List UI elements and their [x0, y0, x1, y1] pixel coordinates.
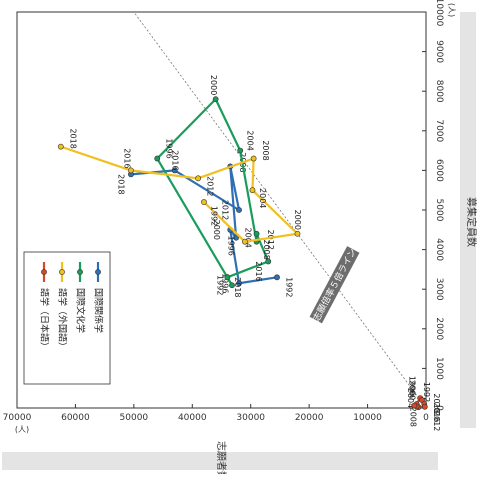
reference-line-path: [133, 11, 427, 409]
legend-entry-label: 国際関係学: [93, 288, 105, 333]
data-point: [236, 207, 242, 213]
legend-swatch-point: [41, 269, 47, 275]
legend-swatch-point: [59, 269, 65, 275]
x-axis-label-band: 募集定員数: [460, 12, 478, 428]
data-point: [212, 96, 219, 103]
data-point: [201, 199, 207, 205]
data-point: [241, 238, 248, 245]
data-label: 2000: [212, 220, 221, 240]
legend-swatch-point: [77, 269, 83, 275]
y-tick-label: 40000: [178, 413, 207, 423]
data-label: 2012: [432, 411, 441, 431]
data-label: 2004: [246, 130, 255, 150]
data-point: [128, 167, 134, 174]
data-label: 2016: [122, 148, 131, 168]
data-label: 2018: [233, 277, 242, 297]
x-tick-label: 9000: [434, 40, 444, 63]
x-tick-label: 1000: [434, 357, 444, 380]
reference-line-label-group: 志願倍率５倍ライン: [309, 246, 360, 324]
data-point: [195, 175, 202, 182]
x-tick-label: 3000: [434, 278, 444, 301]
x-tick-label: 4000: [434, 238, 444, 261]
legend-entry-label: 国際文化学: [75, 288, 87, 333]
reference-line-label: 志願倍率５倍ライン: [310, 246, 359, 323]
x-tick-label: 5000: [434, 199, 444, 222]
x-tick-label: 8000: [434, 80, 444, 103]
x-axis-title: 募集定員数: [465, 197, 478, 247]
x-tick-label: 7000: [434, 119, 444, 142]
y-tick-label: 70000: [3, 413, 32, 423]
legend-entry-label: 語学（日本語）: [39, 288, 51, 351]
data-point: [249, 187, 256, 194]
y-axis-label-band: 志願者数: [2, 441, 438, 478]
y-axis-title: 志願者数: [215, 441, 228, 474]
data-label: 2000: [407, 380, 416, 400]
data-label: 2012: [266, 230, 275, 250]
reference-line: 志願倍率５倍ライン: [133, 11, 427, 409]
data-label: 2018: [68, 128, 77, 148]
data-point: [171, 167, 178, 174]
data-point: [236, 280, 242, 287]
x-tick-label: 0: [434, 405, 444, 411]
reference-line-label-bg: [309, 246, 360, 324]
y-axis-unit: (人): [15, 425, 29, 434]
y-tick-label: 0: [423, 413, 429, 423]
data-label: 2008: [408, 407, 417, 427]
data-label: 1992: [285, 277, 294, 297]
x-tick-label: 2000: [434, 317, 444, 340]
y-tick-label: 10000: [353, 413, 382, 423]
data-point: [224, 274, 231, 281]
legend-swatch-point: [95, 269, 101, 275]
data-label: 2008: [261, 140, 270, 160]
data-point: [253, 230, 260, 237]
data-point: [294, 230, 301, 237]
y-tick-label: 20000: [295, 413, 324, 423]
y-tick-label: 60000: [61, 413, 90, 423]
axes: 0 1000 2000 3000 4000 5000 6000 7000 8000 9000 100…: [3, 0, 456, 434]
data-label: 2004: [258, 188, 267, 208]
data-label: 2016: [170, 150, 179, 170]
legend-box: [23, 251, 111, 385]
data-label: 1996: [165, 138, 174, 158]
data-label: 1996: [221, 273, 230, 293]
data-label: 2012: [206, 176, 215, 196]
data-point: [274, 274, 280, 281]
data-label: 1996: [408, 376, 417, 396]
data-label: 2000: [209, 75, 218, 95]
data-label: 2008: [262, 240, 271, 260]
series-line: [156, 98, 270, 286]
data-point: [265, 258, 272, 265]
data-label: 2018: [432, 393, 441, 413]
data-label: 2016: [432, 402, 441, 422]
data-label: 2016: [254, 261, 263, 281]
data-point: [237, 147, 244, 154]
data-label: 2000: [293, 210, 302, 230]
y-tick-label: 50000: [120, 413, 149, 423]
data-label: 1992: [422, 382, 431, 402]
data-label: 2004: [244, 228, 253, 248]
data-point: [57, 143, 64, 150]
data-point: [154, 155, 161, 162]
legend-entry-label: 語学（外国語）: [57, 288, 69, 351]
data-label: 2012: [221, 200, 230, 220]
data-label: 2004: [406, 388, 415, 408]
y-tick-label: 30000: [236, 413, 265, 423]
data-point: [250, 155, 257, 162]
x-axis-unit: (人): [447, 3, 456, 17]
data-label: 1992: [216, 275, 225, 295]
data-point: [233, 234, 240, 241]
data-label: 1996: [226, 236, 235, 256]
data-point: [411, 402, 418, 409]
data-point: [421, 403, 428, 410]
data-label: 2018: [116, 174, 125, 194]
x-tick-label: 10000: [434, 0, 444, 27]
data-label: 1992: [209, 206, 218, 226]
x-tick-label: 6000: [434, 159, 444, 182]
data-point: [229, 282, 235, 289]
series-line: [60, 145, 299, 243]
